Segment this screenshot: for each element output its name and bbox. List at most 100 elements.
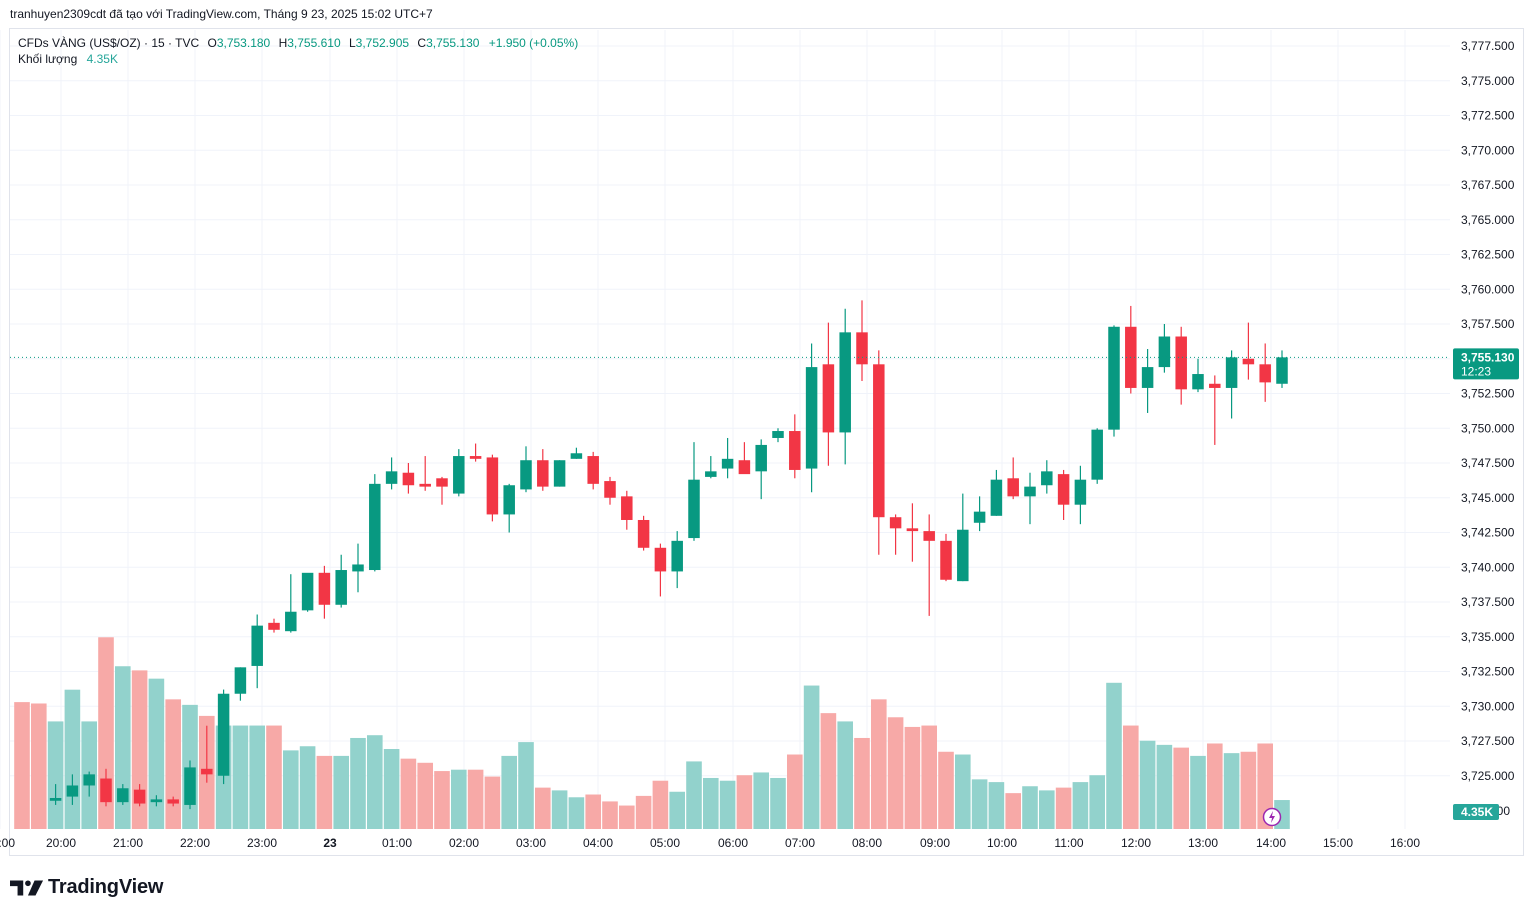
legend-close-value: 3,755.130 [426,36,480,50]
candle-body[interactable] [83,774,95,786]
candle-body[interactable] [520,460,532,490]
candle-body[interactable] [285,611,297,632]
candle-body[interactable] [705,471,717,477]
candle-body[interactable] [335,570,347,605]
tradingview-logo[interactable]: TradingView [10,876,163,899]
candle-body[interactable] [1041,471,1053,486]
candle-body[interactable] [49,797,62,801]
candle-body[interactable] [839,332,851,433]
candle-body[interactable] [1007,478,1019,497]
candle-body[interactable] [973,511,986,523]
chart-frame[interactable] [9,28,1524,856]
candle-body[interactable] [385,471,398,484]
volume-bar [518,742,534,829]
candle-body[interactable] [553,460,566,487]
candle-body[interactable] [1192,374,1204,390]
candle-body[interactable] [889,517,902,529]
candle-body[interactable] [201,768,213,775]
candle-body[interactable] [1158,336,1171,368]
candle-body[interactable] [369,483,381,571]
candle-body[interactable] [755,444,767,472]
candle-body[interactable] [621,496,633,520]
candle-body[interactable] [133,789,146,804]
candle-body[interactable] [1209,383,1221,388]
volume-bar [501,755,517,829]
candle-body[interactable] [990,479,1003,516]
candle-body[interactable] [822,364,835,433]
candle-body[interactable] [66,785,79,797]
candle-body[interactable] [957,529,969,582]
volume-bar [400,758,417,829]
legend-symbol[interactable]: CFDs VÀNG (US$/OZ) · 15 · TVC [18,36,200,50]
candle-body[interactable] [721,458,734,469]
candle-body[interactable] [1091,429,1103,480]
candle-body[interactable] [352,564,364,572]
y-tick-label: 3,750.000 [1461,421,1515,435]
candle-body[interactable] [856,332,868,365]
candle-body[interactable] [1074,479,1087,505]
candle-body[interactable] [251,625,263,666]
candle-body[interactable] [805,367,818,469]
volume-bar [652,780,669,829]
candle-body[interactable] [503,485,515,515]
candle-body[interactable] [940,540,952,580]
candle-body[interactable] [167,799,179,804]
candle-body[interactable] [301,572,314,611]
candle-body[interactable] [688,479,700,539]
candle-body[interactable] [738,460,751,475]
volume-bar [1173,747,1189,829]
candle-body[interactable] [453,456,465,494]
volume-bar [1039,790,1055,829]
candle-body[interactable] [1175,336,1187,390]
candle-body[interactable] [486,457,499,515]
candle-body[interactable] [906,528,919,532]
candle-body[interactable] [772,431,784,438]
volume-bar [31,703,47,829]
candle-body[interactable] [318,572,331,605]
candle-body[interactable] [268,622,280,630]
candle-body[interactable] [469,456,482,459]
candle-body[interactable] [117,788,129,803]
volume-bar [803,685,820,829]
x-tick-label: 21:00 [113,836,143,850]
candle-body[interactable] [436,478,448,487]
legend-low-label: L [348,36,356,50]
candle-body[interactable] [1141,367,1154,388]
last-price-label: 3,755.130 [1461,350,1515,364]
volume-bar [1005,793,1021,829]
x-tick-label: 20:00 [46,836,76,850]
volume-bar [47,721,64,829]
candle-body[interactable] [1242,358,1255,365]
candle-body[interactable] [923,531,935,541]
candle-body[interactable] [1108,326,1120,430]
candle-body[interactable] [604,481,616,498]
candle-body[interactable] [570,453,583,459]
candle-body[interactable] [873,364,885,518]
candle-body[interactable] [537,460,549,487]
candle-body[interactable] [217,693,230,776]
candle-body[interactable] [150,799,163,803]
candle-body[interactable] [184,767,196,805]
y-tick-label: 3,735.000 [1461,630,1515,644]
candle-body[interactable] [1024,486,1036,497]
candle-body[interactable] [1259,364,1271,383]
candle-body[interactable] [234,667,247,694]
candle-body[interactable] [419,483,431,487]
candle-body[interactable] [587,456,599,484]
candle-body[interactable] [1276,357,1288,384]
candle-body[interactable] [1057,474,1070,505]
candle-body[interactable] [637,519,650,548]
candle-body[interactable] [100,778,112,803]
volume-bar [635,795,652,829]
candle-body[interactable] [1225,357,1238,388]
legend-volume-label[interactable]: Khối lượng [18,52,78,66]
candle-body[interactable] [654,547,667,572]
y-tick-label: 3,732.500 [1461,665,1515,679]
candle-body[interactable] [402,472,415,486]
candle-body[interactable] [671,540,683,572]
legend-low-value: 3,752.905 [355,36,410,50]
last-price-badge [1453,348,1519,380]
candle-body[interactable] [789,431,801,470]
y-tick-label: 3,760.000 [1461,282,1515,296]
